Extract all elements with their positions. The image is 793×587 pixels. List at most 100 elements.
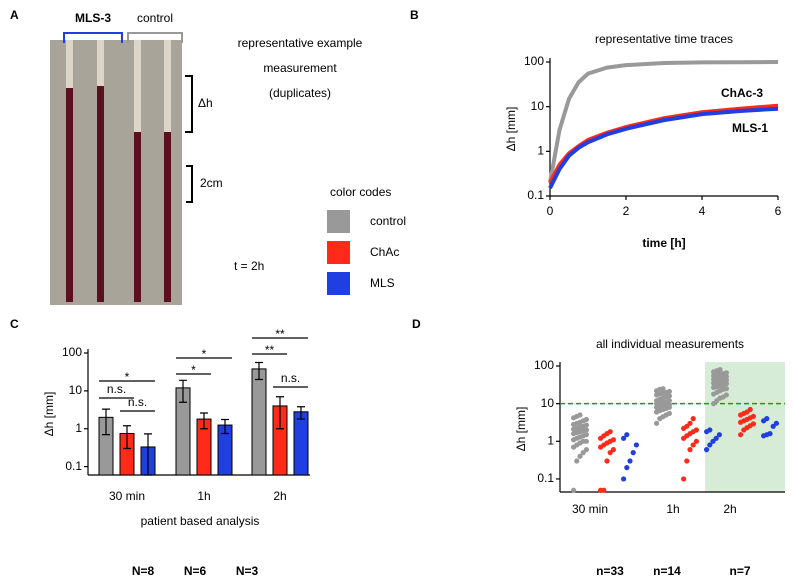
point — [723, 370, 730, 376]
point — [574, 458, 580, 464]
point — [716, 432, 723, 438]
bracket — [63, 32, 123, 43]
point — [601, 487, 607, 493]
error-bar — [200, 412, 208, 430]
trace — [548, 60, 779, 183]
group-count: n=33 — [596, 564, 624, 578]
point — [583, 447, 590, 453]
tubes — [66, 40, 171, 302]
point — [693, 427, 700, 433]
point — [723, 374, 730, 380]
y-axis-label: Δh [mm] — [514, 407, 528, 452]
x-tick-label: 30 min — [572, 502, 608, 516]
group-label: MLS-3 — [75, 11, 111, 25]
x-tick-label: 1h — [666, 502, 679, 516]
x-tick-label: 2h — [723, 502, 736, 516]
x-tick-label: 6 — [775, 204, 782, 218]
point — [687, 420, 693, 426]
y-tick-label: 100 — [62, 345, 82, 359]
y-axis-label: Δh [mm] — [504, 107, 518, 152]
y-tick-label: 1 — [547, 433, 554, 447]
point — [687, 447, 693, 453]
point — [690, 442, 696, 448]
point — [723, 392, 730, 398]
point — [704, 447, 710, 453]
title: representative example — [238, 36, 363, 50]
point — [738, 432, 744, 438]
point — [773, 420, 780, 426]
group-count: n=7 — [729, 564, 750, 578]
point — [627, 458, 633, 464]
error-bar — [102, 408, 110, 436]
y-tick-label: 1 — [537, 144, 544, 158]
point — [610, 447, 617, 453]
point — [577, 453, 583, 459]
point — [684, 458, 690, 464]
x-axis-label: patient based analysis — [141, 514, 260, 528]
bar — [251, 368, 267, 476]
significance: n.s. — [107, 382, 126, 396]
point — [713, 435, 719, 441]
y-tick-label: 10 — [531, 99, 545, 113]
point — [583, 422, 590, 428]
point — [750, 421, 757, 427]
point — [747, 406, 753, 413]
point — [621, 435, 627, 441]
y-tick-label: 100 — [534, 358, 554, 372]
series-label: ChAc-3 — [721, 86, 763, 100]
group-label: control — [137, 11, 173, 25]
x-tick-label: 2h — [273, 489, 286, 503]
bracket — [127, 32, 183, 43]
y-tick-label: 100 — [524, 54, 544, 68]
group-count: N=8 — [132, 564, 155, 578]
group-count: N=3 — [236, 564, 259, 578]
significance: * — [202, 347, 207, 361]
point — [690, 416, 696, 422]
point — [583, 416, 590, 423]
point — [666, 393, 673, 399]
point — [610, 437, 617, 443]
error-bar — [144, 433, 152, 476]
point — [621, 476, 627, 482]
point — [583, 427, 590, 433]
y-tick-label: 0.1 — [65, 459, 82, 473]
legend-title: color codes — [330, 185, 391, 199]
error-bar — [221, 418, 229, 435]
x-tick-label: 1h — [197, 489, 210, 503]
point — [666, 398, 673, 404]
error-bar — [123, 425, 131, 450]
point — [767, 431, 773, 437]
bar — [293, 411, 309, 476]
title: all individual measurements — [596, 337, 744, 351]
point — [660, 386, 666, 392]
point — [571, 487, 577, 493]
y-tick-label: 1 — [75, 421, 82, 435]
point — [607, 429, 613, 435]
x-tick-label: 30 min — [109, 489, 145, 503]
y-axis-label: Δh [mm] — [42, 392, 56, 437]
panel-letter: A — [10, 8, 19, 22]
y-tick-label: 10 — [69, 383, 83, 397]
significance: ** — [265, 343, 275, 357]
error-bar — [179, 379, 187, 403]
group-count: n=14 — [653, 564, 681, 578]
point — [583, 438, 590, 444]
legend-label: control — [370, 214, 406, 228]
panel-letter: C — [10, 317, 19, 331]
trace — [548, 106, 779, 190]
error-bar — [276, 396, 284, 430]
point — [707, 427, 713, 433]
significance: n.s. — [128, 395, 147, 409]
title: (duplicates) — [269, 86, 331, 100]
point — [583, 432, 590, 438]
y-tick-label: 0.1 — [527, 188, 544, 202]
point — [633, 442, 640, 448]
x-tick-label: 4 — [699, 204, 706, 218]
legend-label: MLS — [370, 276, 395, 290]
point — [681, 476, 687, 482]
point — [666, 388, 673, 395]
legend-swatch — [327, 210, 350, 233]
point — [654, 420, 660, 426]
significance: ** — [275, 327, 285, 341]
